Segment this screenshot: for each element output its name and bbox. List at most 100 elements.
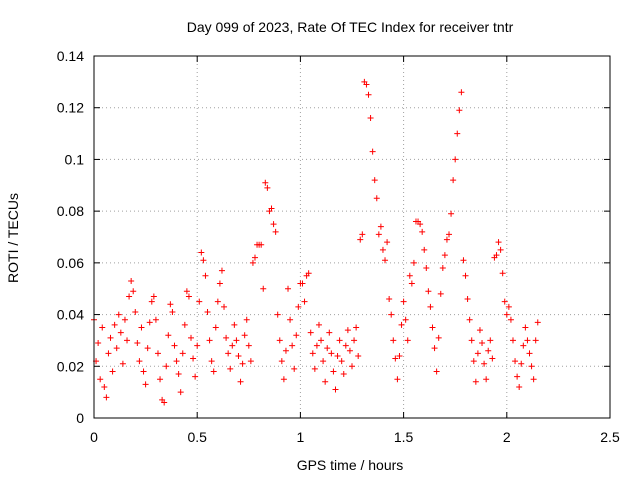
data-point	[489, 355, 496, 362]
data-point	[144, 345, 151, 352]
data-point	[386, 296, 393, 303]
data-point	[349, 363, 355, 370]
data-point	[524, 337, 531, 344]
data-point	[398, 321, 405, 328]
data-point	[388, 311, 395, 318]
data-point	[251, 254, 258, 261]
data-point	[369, 148, 376, 155]
data-point	[169, 308, 176, 315]
data-point	[427, 303, 434, 310]
data-point	[216, 280, 223, 287]
data-point	[177, 389, 184, 396]
data-point	[111, 321, 118, 328]
data-point	[179, 350, 186, 357]
chart-title: Day 099 of 2023, Rate Of TEC Index for r…	[187, 19, 514, 35]
data-point	[130, 288, 137, 295]
data-point	[334, 352, 341, 359]
plot-frame	[93, 55, 611, 419]
data-point	[264, 184, 271, 191]
data-point	[198, 249, 205, 256]
data-point	[134, 340, 141, 347]
data-point	[146, 319, 153, 326]
data-point	[495, 239, 502, 246]
data-point	[154, 350, 161, 357]
data-point	[163, 363, 170, 370]
data-point	[357, 236, 364, 243]
data-point	[299, 280, 306, 287]
data-point	[479, 340, 486, 347]
data-point	[171, 342, 178, 349]
data-point	[282, 347, 289, 354]
y-tick-label: 0.12	[57, 100, 84, 116]
data-point	[408, 280, 415, 287]
data-point	[448, 210, 455, 217]
data-point	[474, 350, 481, 357]
data-point	[326, 329, 333, 336]
data-point	[262, 179, 269, 186]
data-point	[124, 337, 131, 344]
data-point	[243, 316, 250, 323]
data-point	[417, 221, 424, 228]
data-point	[119, 360, 126, 367]
data-point	[239, 360, 246, 367]
data-point	[152, 316, 159, 323]
data-point	[400, 298, 407, 305]
data-point	[138, 324, 145, 331]
data-point	[268, 205, 275, 212]
data-point	[443, 236, 450, 243]
data-point	[330, 368, 337, 375]
data-point	[452, 156, 459, 163]
data-point	[499, 270, 506, 277]
data-point	[516, 383, 523, 390]
data-point	[481, 360, 488, 367]
data-point	[377, 223, 384, 230]
y-axis-title: ROTI / TECUs	[5, 193, 21, 283]
data-point	[289, 342, 296, 349]
data-point	[183, 288, 190, 295]
data-point	[318, 337, 325, 344]
data-point	[507, 316, 514, 323]
data-point	[390, 337, 397, 344]
data-point	[227, 365, 234, 372]
data-point	[425, 288, 432, 295]
y-tick-label: 0.04	[57, 307, 84, 323]
y-tick-label: 0.06	[57, 255, 84, 271]
data-point	[167, 301, 174, 308]
data-point	[396, 352, 403, 359]
data-point	[237, 378, 244, 385]
data-point	[458, 89, 465, 96]
data-point	[421, 246, 428, 253]
data-point	[285, 285, 292, 292]
data-point	[384, 239, 391, 246]
y-tick-label: 0.02	[57, 358, 84, 374]
data-point	[423, 265, 430, 272]
data-point	[373, 195, 380, 202]
data-point	[161, 399, 168, 406]
data-point	[340, 371, 347, 378]
x-tick-label: 0	[90, 429, 98, 445]
data-point	[522, 324, 529, 331]
y-tick-label: 0.14	[57, 48, 84, 64]
data-point	[258, 241, 265, 248]
data-point	[157, 376, 164, 383]
data-point	[476, 327, 483, 334]
data-point	[493, 252, 500, 259]
data-point	[437, 290, 444, 297]
data-point	[410, 259, 417, 266]
data-point	[309, 350, 316, 357]
data-point	[394, 376, 401, 383]
data-point	[204, 308, 211, 315]
data-point	[117, 329, 124, 336]
data-point	[402, 316, 409, 323]
data-points	[91, 78, 541, 406]
data-point	[446, 231, 453, 238]
data-point	[291, 365, 298, 372]
data-point	[470, 358, 477, 365]
y-tick-labels: 0 0.02 0.04 0.06 0.08 0.1 0.12 0.14	[57, 48, 84, 426]
data-point	[532, 337, 539, 344]
data-point	[221, 303, 228, 310]
data-point	[181, 321, 188, 328]
data-point	[103, 394, 110, 401]
data-point	[192, 373, 199, 380]
data-point	[419, 228, 426, 235]
